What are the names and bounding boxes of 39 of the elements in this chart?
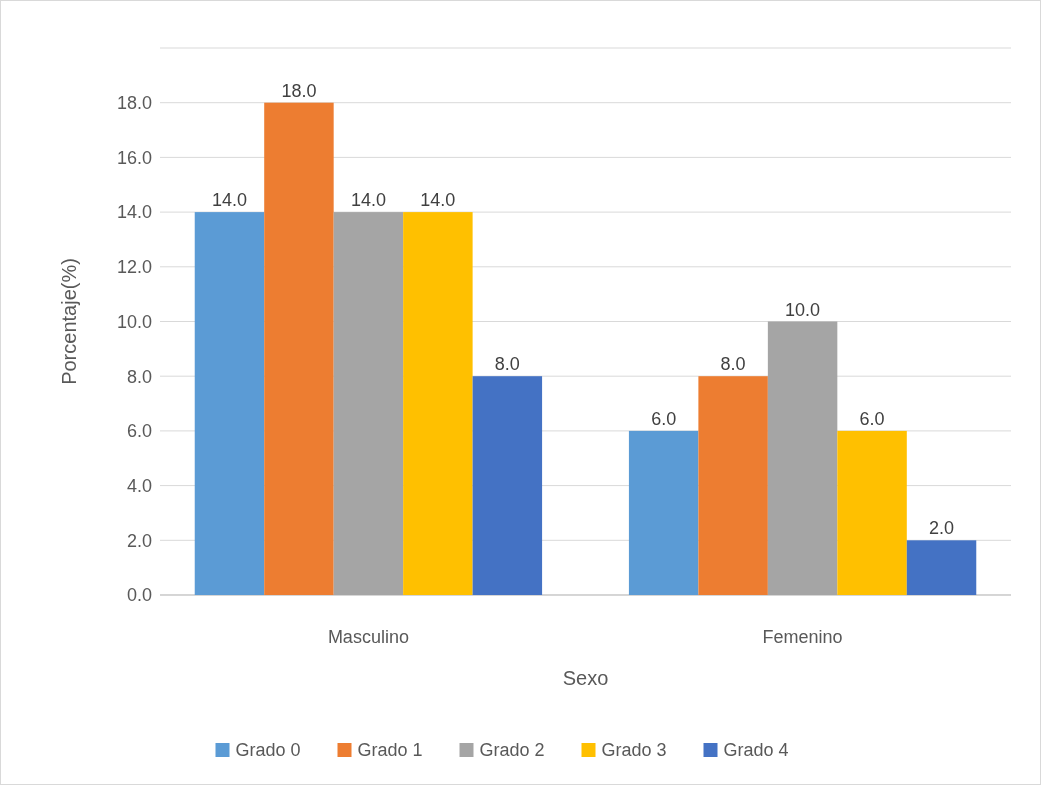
legend-label: Grado 4	[723, 740, 789, 761]
y-tick-label: 16.0	[116, 147, 152, 168]
bar	[767, 321, 838, 595]
y-tick-label: 4.0	[126, 475, 152, 496]
bar	[698, 376, 768, 595]
y-tick-label: 14.0	[116, 202, 152, 223]
data-label: 8.0	[720, 354, 746, 375]
bar	[194, 212, 265, 595]
y-tick-label: 18.0	[116, 93, 152, 113]
x-tick-label: Masculino	[327, 627, 409, 647]
data-label: 6.0	[859, 408, 885, 429]
data-label: 2.0	[929, 518, 955, 539]
y-axis-title: Porcentaje(%)	[58, 258, 80, 385]
bar	[333, 212, 404, 595]
y-tick-label: 0.0	[126, 585, 152, 606]
legend-label: Grado 2	[479, 740, 545, 761]
legend-label: Grado 0	[235, 740, 301, 761]
legend-label: Grado 3	[601, 740, 667, 761]
bar	[628, 430, 699, 595]
legend-label: Grado 1	[357, 740, 423, 761]
data-label: 14.0	[420, 190, 456, 211]
y-tick-label: 2.0	[126, 530, 152, 551]
bar	[264, 102, 334, 595]
bar	[403, 212, 473, 595]
y-tick-label: 6.0	[126, 421, 152, 442]
data-label: 14.0	[350, 190, 386, 211]
bar	[906, 540, 977, 595]
y-tick-label: 8.0	[126, 366, 152, 387]
data-label: 8.0	[494, 354, 520, 375]
y-tick-label: 10.0	[116, 311, 152, 332]
data-label: 10.0	[785, 299, 821, 320]
y-tick-label: 12.0	[116, 257, 152, 278]
bar	[837, 430, 907, 595]
data-label: 18.0	[281, 80, 317, 101]
data-label: 6.0	[651, 408, 677, 429]
x-tick-label: Femenino	[762, 627, 843, 647]
x-axis-title: Sexo	[562, 667, 609, 689]
bar	[472, 376, 543, 595]
data-label: 14.0	[211, 190, 247, 211]
